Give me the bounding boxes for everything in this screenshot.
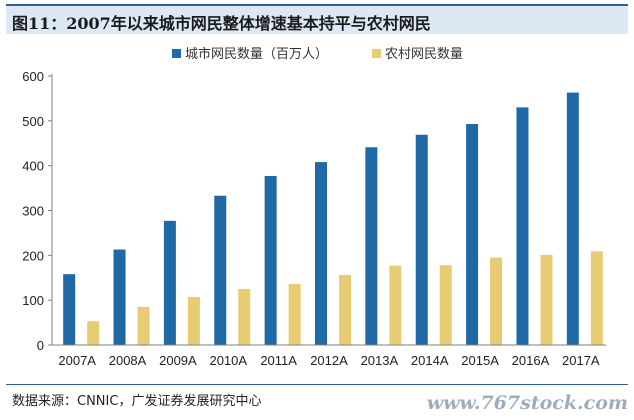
bar-rural-2017A bbox=[590, 251, 603, 345]
bar-rural-2013A bbox=[389, 265, 402, 345]
bar-rural-2014A bbox=[439, 265, 452, 345]
x-tick-label-6: 2013A bbox=[361, 353, 399, 368]
y-tick-label-2: 200 bbox=[22, 248, 44, 263]
bar-urban-2012A bbox=[315, 162, 327, 345]
bar-rural-2010A bbox=[238, 288, 251, 345]
bars bbox=[63, 92, 603, 345]
x-tick-label-10: 2017A bbox=[562, 353, 600, 368]
bar-chart: 城市网民数量（百万人） 农村网民数量 0 100 200 300 400 500 600 20… bbox=[22, 46, 606, 368]
x-tick-label-2: 2009A bbox=[159, 353, 197, 368]
legend: 城市网民数量（百万人） 农村网民数量 bbox=[172, 46, 463, 62]
bar-rural-2016A bbox=[540, 254, 553, 345]
y-tick-label-3: 300 bbox=[22, 204, 44, 219]
bar-urban-2016A bbox=[516, 107, 529, 345]
bar-urban-2007A bbox=[63, 274, 76, 345]
bar-urban-2009A bbox=[163, 220, 176, 345]
x-axis: 2007A 2008A 2009A 2010A 2011A 2012A 2013A 2014A… bbox=[52, 344, 606, 368]
y-axis: 0 100 200 300 400 500 600 bbox=[22, 69, 53, 353]
bar-rural-2011A bbox=[288, 284, 301, 345]
y-tick-label-4: 400 bbox=[22, 159, 44, 174]
y-tick-label-6: 600 bbox=[22, 69, 44, 84]
x-tick-label-9: 2016A bbox=[512, 353, 550, 368]
x-tick-label-1: 2008A bbox=[109, 353, 147, 368]
y-tick-label-0: 0 bbox=[37, 338, 44, 353]
x-tick-label-8: 2015A bbox=[461, 353, 499, 368]
bar-urban-2014A bbox=[415, 134, 428, 345]
x-tick-label-3: 2010A bbox=[209, 353, 247, 368]
bar-urban-2008A bbox=[113, 249, 126, 345]
x-tick-label-5: 2012A bbox=[310, 353, 348, 368]
bar-urban-2015A bbox=[466, 123, 479, 345]
legend-swatch-2 bbox=[372, 49, 381, 58]
legend-swatch-1 bbox=[172, 49, 181, 58]
bar-urban-2011A bbox=[264, 175, 277, 345]
x-tick-label-4: 2011A bbox=[260, 353, 297, 368]
y-tick-label-1: 100 bbox=[22, 293, 44, 308]
bar-urban-2013A bbox=[365, 147, 378, 345]
bar-rural-2009A bbox=[187, 297, 200, 345]
y-tick-label-5: 500 bbox=[22, 114, 44, 129]
legend-label-2: 农村网民数量 bbox=[385, 47, 463, 62]
x-tick-label-7: 2014A bbox=[411, 353, 449, 368]
watermark: www.767stock.com bbox=[426, 392, 628, 414]
title-bar: 图11：2007年以来城市网民整体增速基本持平与农村网民 bbox=[6, 4, 628, 34]
bar-rural-2015A bbox=[490, 257, 503, 345]
x-tick-label-0: 2007A bbox=[58, 353, 96, 368]
bar-rural-2007A bbox=[87, 321, 100, 345]
chart-title: 图11：2007年以来城市网民整体增速基本持平与农村网民 bbox=[12, 14, 431, 33]
legend-label-1: 城市网民数量（百万人） bbox=[185, 46, 328, 62]
bar-urban-2010A bbox=[214, 195, 227, 345]
bottom-rule bbox=[6, 384, 628, 385]
source-note: 数据来源：CNNIC，广发证券发展研究中心 bbox=[12, 394, 262, 409]
bar-urban-2017A bbox=[566, 92, 579, 345]
bar-rural-2008A bbox=[137, 306, 150, 345]
bar-rural-2012A bbox=[339, 275, 351, 345]
